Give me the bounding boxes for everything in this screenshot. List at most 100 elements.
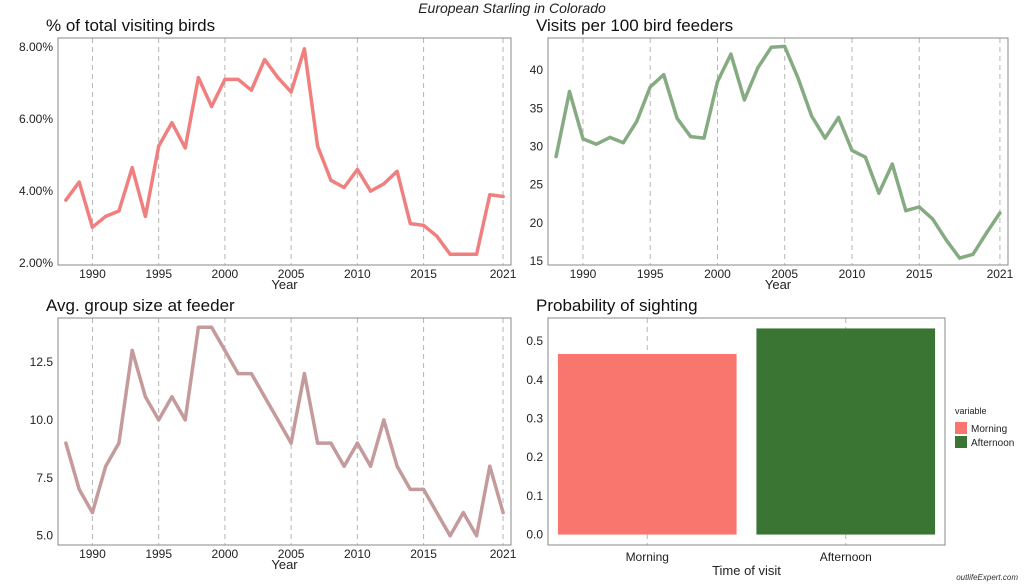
data-point: [64, 441, 68, 445]
panel-1: % of total visiting birds 1990 1995 2000 200…: [19, 16, 517, 292]
y-tick-label: 2.00%: [19, 256, 53, 270]
data-point: [104, 464, 108, 468]
x-tick-label: 2010: [344, 547, 371, 561]
data-point: [567, 89, 572, 94]
y-tick-label: 0.5: [526, 334, 543, 348]
data-point: [421, 487, 426, 492]
x-tick-label: 2015: [410, 267, 437, 281]
panel-border: [547, 37, 1009, 266]
data-point: [836, 115, 841, 120]
data-point: [382, 418, 386, 422]
legend-label: Afternoon: [971, 438, 1014, 449]
data-point: [368, 464, 373, 468]
data-point: [461, 510, 465, 515]
panel-border: [57, 37, 512, 266]
data-point: [984, 231, 989, 235]
x-tick-label: 2005: [771, 267, 798, 281]
y-tick-label: 7.5: [36, 471, 53, 485]
data-point: [448, 534, 452, 538]
x-tick-label: 2000: [212, 267, 239, 281]
series-line: [64, 47, 505, 256]
y-tick-label: 5.0: [36, 529, 53, 543]
data-point: [435, 510, 439, 515]
data-point: [90, 510, 95, 515]
x-tick-label: 1990: [570, 267, 597, 281]
data-point: [263, 395, 267, 399]
data-point: [183, 418, 187, 422]
x-tick-label: Morning: [626, 550, 669, 564]
y-tick-label: 20: [530, 216, 544, 230]
data-point: [395, 169, 399, 173]
data-point: [342, 185, 346, 190]
bar-afternoon: [756, 328, 936, 535]
y-tick-label: 15: [530, 254, 544, 268]
data-point: [130, 348, 134, 353]
figure-title: European Starling in Colorado: [418, 0, 606, 16]
data-point: [998, 211, 1002, 215]
data-point: [904, 209, 908, 213]
data-point: [263, 58, 267, 62]
x-tick-label: 2005: [278, 547, 305, 561]
x-axis-title: Time of visit: [712, 563, 781, 578]
data-point: [249, 88, 253, 92]
panel-3: Avg. group size at feeder 1990 1995 2000 200…: [30, 296, 517, 572]
panel-2: Visits per 100 bird feeders 1990 1995 2000 2…: [530, 16, 1014, 292]
y-tick-label: 0.1: [526, 489, 543, 503]
x-axis-title: Year: [271, 557, 298, 572]
y-tick-label: 8.00%: [19, 40, 53, 54]
data-point: [877, 191, 881, 195]
data-point: [236, 371, 240, 376]
x-tick-label: Afternoon: [820, 550, 872, 564]
data-point: [554, 154, 558, 159]
legend: variable Morning Afternoon: [955, 406, 1014, 449]
data-point: [756, 66, 760, 70]
x-tick-label: 2015: [906, 267, 933, 281]
data-point: [408, 487, 412, 492]
data-point: [329, 441, 333, 445]
data-point: [143, 395, 148, 399]
data-point: [850, 148, 854, 152]
y-tick-label: 40: [530, 63, 544, 77]
data-point: [823, 136, 827, 140]
y-tick-label: 35: [530, 101, 544, 115]
x-tick-label: 2000: [704, 267, 731, 281]
data-point: [276, 76, 280, 80]
data-point: [90, 225, 95, 229]
data-point: [621, 141, 625, 145]
data-point: [196, 325, 201, 329]
data-point: [488, 464, 492, 468]
data-point: [395, 464, 399, 468]
data-point: [382, 182, 386, 186]
x-tick-label: 1990: [79, 547, 106, 561]
y-tick-label: 0.0: [526, 528, 543, 542]
data-point: [170, 121, 174, 125]
data-point: [648, 85, 652, 89]
panel-title: Visits per 100 bird feeders: [536, 16, 733, 35]
data-point: [594, 142, 599, 146]
data-point: [77, 180, 81, 184]
data-point: [170, 395, 174, 399]
data-point: [249, 371, 253, 376]
legend-swatch: [955, 436, 967, 448]
panel-border: [57, 317, 512, 546]
x-tick-label: 1990: [79, 267, 106, 281]
data-point: [157, 418, 161, 422]
x-tick-label: 2021: [987, 267, 1014, 281]
data-point: [448, 252, 452, 256]
data-point: [117, 441, 121, 445]
data-point: [196, 76, 201, 80]
data-point: [104, 214, 108, 218]
panel-title: Probability of sighting: [536, 296, 698, 315]
data-point: [769, 45, 773, 49]
x-tick-label: 2021: [490, 547, 517, 561]
data-point: [157, 144, 161, 148]
data-point: [276, 418, 280, 422]
series-line: [554, 44, 1002, 260]
x-tick-label: 2010: [344, 267, 371, 281]
data-point: [223, 77, 227, 82]
data-point: [729, 52, 733, 56]
data-point: [810, 114, 814, 118]
data-point: [890, 162, 894, 166]
data-point: [435, 234, 439, 238]
